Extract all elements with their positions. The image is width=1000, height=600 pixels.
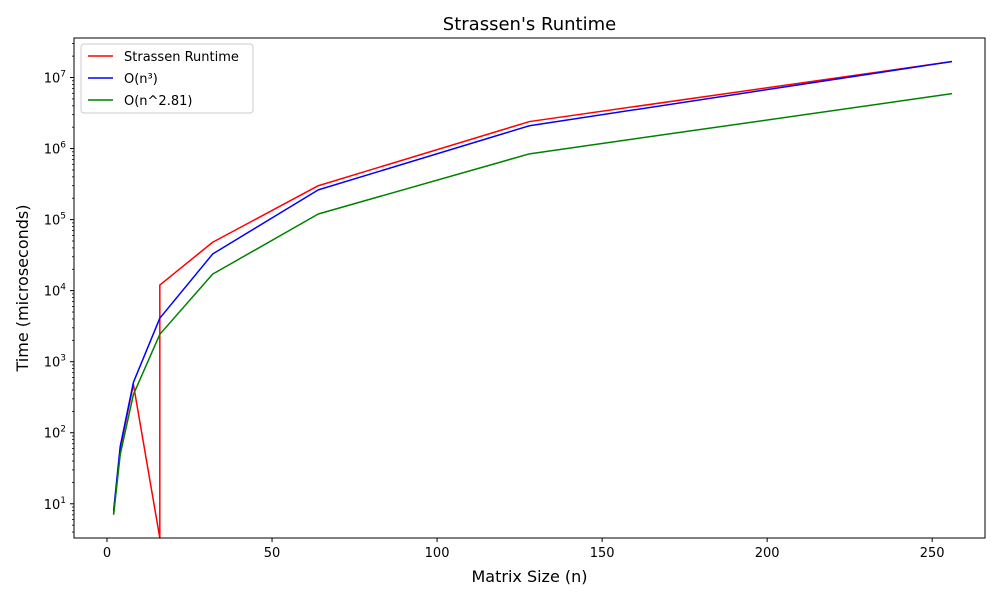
x-tick-label: 150: [590, 546, 615, 561]
y-tick-label: 105: [44, 212, 66, 229]
y-axis-ticks: 101 102 103 104 105 106 107: [44, 43, 74, 533]
chart-title: Strassen's Runtime: [443, 14, 616, 35]
x-tick-label: 100: [425, 546, 450, 561]
legend-label-strassen-runtime: Strassen Runtime: [124, 50, 239, 65]
legend: Strassen Runtime O(n³) O(n^2.81): [80, 43, 254, 114]
series-line-o-n-2-81: [112, 92, 953, 515]
legend-label-o-n-cubed: O(n³): [124, 72, 158, 87]
x-tick-label: 250: [920, 546, 945, 561]
y-axis-label: Time (microseconds): [13, 205, 32, 373]
legend-label-o-n-2-81: O(n^2.81): [124, 94, 192, 109]
series-line-o-n: [112, 60, 953, 511]
x-tick-label: 200: [755, 546, 780, 561]
y-tick-label: 107: [44, 70, 66, 87]
x-axis-label: Matrix Size (n): [471, 567, 587, 586]
x-tick-label: 0: [103, 546, 111, 561]
x-axis-ticks: 0 50 100 150 200 250: [103, 538, 945, 561]
y-tick-label: 101: [44, 496, 66, 513]
y-tick-label: 102: [44, 425, 66, 442]
x-tick-label: 50: [264, 546, 281, 561]
legend-box: [80, 43, 254, 114]
plot-lines: [112, 60, 953, 539]
y-tick-label: 106: [44, 141, 67, 158]
y-tick-label: 103: [44, 354, 66, 371]
y-tick-label: 104: [44, 283, 67, 300]
plot-area-frame: [73, 37, 986, 539]
